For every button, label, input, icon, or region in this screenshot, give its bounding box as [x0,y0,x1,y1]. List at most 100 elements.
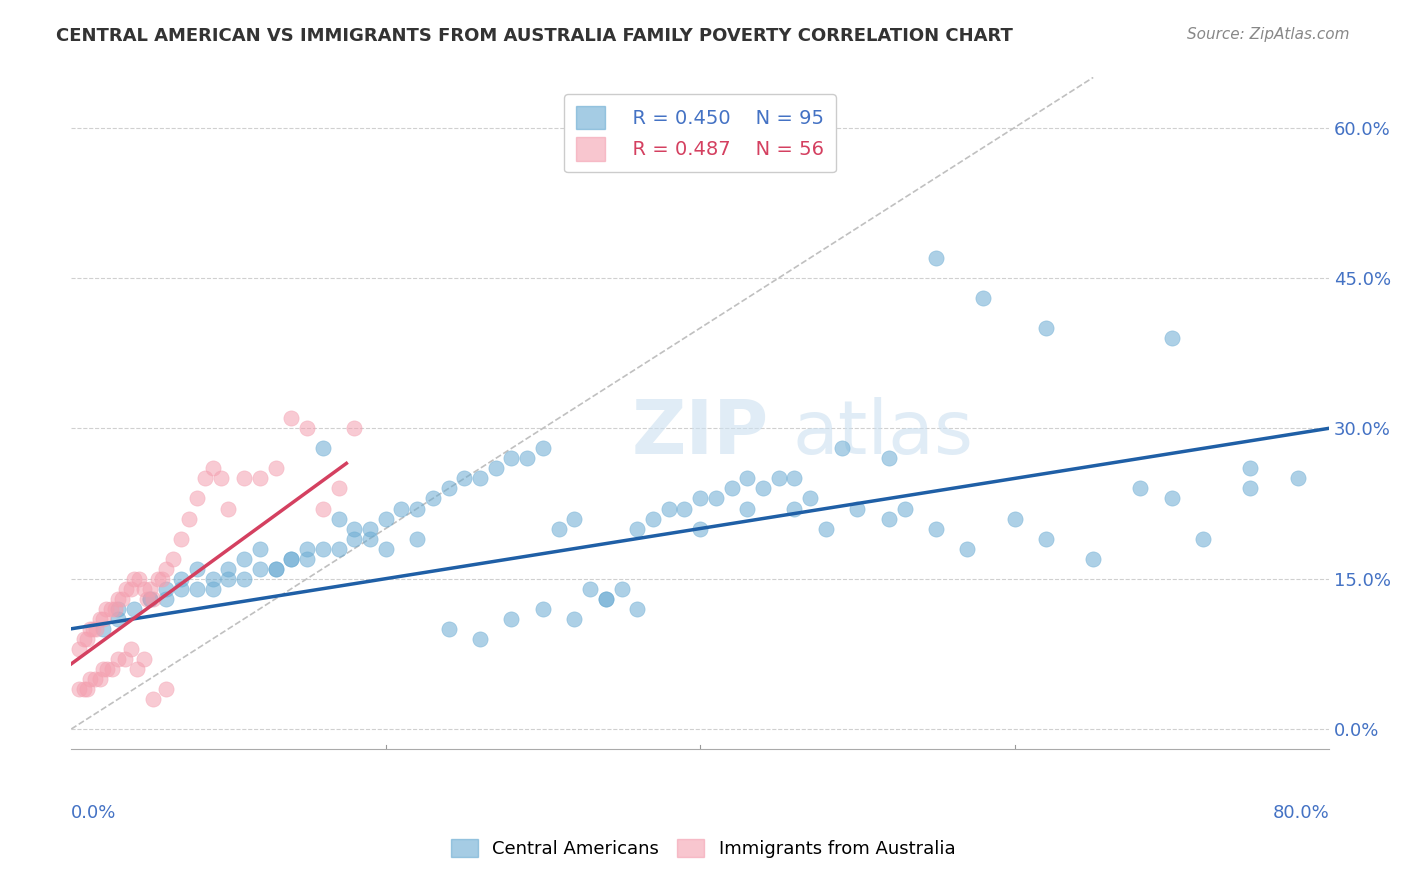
Point [562,511,585,525]
Point [783,501,806,516]
Point [139,591,162,606]
Point [114,652,136,666]
Point [501,612,523,626]
Point [127,662,149,676]
Point [374,541,396,556]
Point [1160,491,1182,506]
Point [89,672,111,686]
Point [877,511,900,525]
Point [79,622,101,636]
Point [531,442,554,456]
Point [67,641,90,656]
Point [264,562,287,576]
Point [201,572,224,586]
Point [1035,532,1057,546]
Point [468,632,491,646]
Point [120,582,142,596]
Point [96,662,118,676]
Point [704,491,727,506]
Text: 80.0%: 80.0% [1272,805,1329,822]
Point [831,442,853,456]
Point [264,562,287,576]
Text: Source: ZipAtlas.com: Source: ZipAtlas.com [1187,27,1350,42]
Point [233,572,256,586]
Point [142,692,165,706]
Point [162,551,184,566]
Point [437,622,460,636]
Point [107,591,129,606]
Point [562,612,585,626]
Point [100,601,122,615]
Point [295,551,318,566]
Point [146,572,169,586]
Point [209,471,232,485]
Point [295,541,318,556]
Point [280,551,302,566]
Point [437,482,460,496]
Point [110,591,132,606]
Point [547,522,569,536]
Point [1239,461,1261,475]
Point [128,572,150,586]
Point [925,251,948,265]
Point [658,501,681,516]
Text: 0.0%: 0.0% [72,805,117,822]
Point [155,582,177,596]
Point [73,681,96,696]
Point [343,421,366,435]
Point [501,451,523,466]
Point [374,511,396,525]
Text: ZIP: ZIP [631,397,769,470]
Point [91,612,114,626]
Point [155,591,177,606]
Legend: Central Americans, Immigrants from Australia: Central Americans, Immigrants from Austr… [443,831,963,865]
Point [249,562,271,576]
Text: atlas: atlas [792,397,973,470]
Point [328,482,350,496]
Point [170,582,193,596]
Point [689,491,711,506]
Point [689,522,711,536]
Point [179,511,201,525]
Point [155,681,177,696]
Point [814,522,837,536]
Point [626,601,648,615]
Point [485,461,508,475]
Point [73,632,96,646]
Point [233,471,256,485]
Point [312,501,335,516]
Point [972,291,994,305]
Point [846,501,869,516]
Point [89,612,111,626]
Point [610,582,633,596]
Point [142,591,165,606]
Point [328,541,350,556]
Point [122,572,145,586]
Point [312,541,335,556]
Point [217,562,239,576]
Point [94,601,117,615]
Point [280,411,302,425]
Point [673,501,696,516]
Point [249,541,271,556]
Point [877,451,900,466]
Point [264,461,287,475]
Point [595,591,617,606]
Point [295,421,318,435]
Point [1035,321,1057,335]
Point [67,681,90,696]
Point [79,672,101,686]
Point [1192,532,1215,546]
Point [468,471,491,485]
Point [579,582,602,596]
Point [122,601,145,615]
Point [626,522,648,536]
Point [956,541,979,556]
Point [799,491,821,506]
Point [249,471,271,485]
Point [720,482,742,496]
Point [186,582,208,596]
Point [186,491,208,506]
Point [101,662,124,676]
Point [132,582,155,596]
